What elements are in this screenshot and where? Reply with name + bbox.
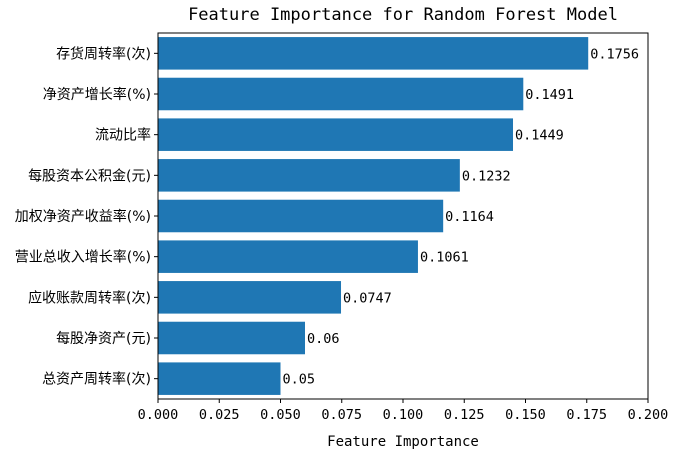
x-tick-label-8: 0.175 — [566, 407, 607, 423]
plot-area: 0.1756 存货周转率(次) 0.1491 净资产增长率(%) 0.1449 流动比率 0… — [15, 37, 669, 423]
y-tick-label-9: 总资产周转率(次) — [42, 371, 151, 388]
y-tick-label-2: 净资产增长率(%) — [43, 86, 151, 103]
bar-1 — [158, 37, 589, 70]
x-axis-label: Feature Importance — [327, 434, 479, 450]
x-tick-label-9: 0.200 — [628, 407, 669, 423]
bar-6 — [158, 240, 418, 273]
data-label-1: 0.1756 — [590, 46, 639, 62]
bar-8 — [158, 321, 305, 355]
y-tick-label-6: 营业总收入增长率(%) — [15, 249, 151, 266]
bar-4 — [158, 159, 460, 192]
data-label-8: 0.06 — [307, 331, 340, 347]
data-label-7: 0.0747 — [343, 290, 392, 306]
y-tick-label-1: 存货周转率(次) — [56, 45, 151, 62]
x-tick-label-7: 0.150 — [505, 407, 546, 423]
bar-3 — [158, 118, 514, 151]
x-tick-label-5: 0.100 — [383, 407, 424, 423]
y-tick-label-5: 加权净资产收益率(%) — [15, 208, 151, 225]
data-label-2: 0.1491 — [525, 87, 574, 103]
x-tick-label-1: 0.000 — [138, 407, 179, 423]
bar-5 — [158, 199, 444, 233]
axes-frame — [157, 32, 649, 400]
data-label-9: 0.05 — [283, 372, 316, 388]
data-label-6: 0.1061 — [420, 250, 469, 266]
data-label-3: 0.1449 — [515, 128, 564, 144]
y-tick-label-7: 应收账款周转率(次) — [28, 289, 151, 306]
chart-title: Feature Importance for Random Forest Mod… — [188, 5, 618, 25]
y-tick-label-8: 每股净资产(元) — [56, 331, 151, 347]
data-label-5: 0.1164 — [445, 209, 494, 225]
x-tick-label-3: 0.050 — [260, 407, 301, 423]
x-tick-label-2: 0.025 — [199, 407, 240, 423]
bar-9 — [158, 362, 281, 395]
x-tick-label-6: 0.125 — [444, 407, 485, 423]
data-label-4: 0.1232 — [462, 168, 511, 184]
x-tick-label-4: 0.075 — [321, 407, 362, 423]
y-tick-label-4: 每股资本公积金(元) — [28, 168, 151, 184]
bar-2 — [158, 77, 524, 111]
bar-7 — [158, 281, 342, 314]
y-tick-label-3: 流动比率 — [95, 127, 151, 144]
